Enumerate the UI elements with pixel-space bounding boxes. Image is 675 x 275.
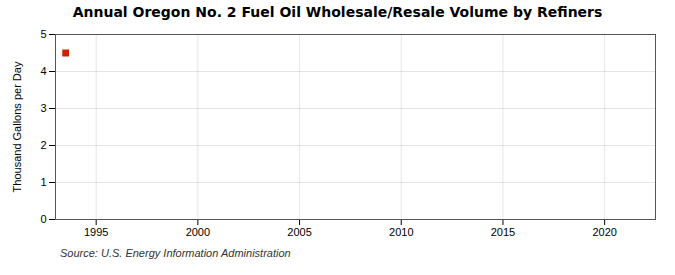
svg-text:4: 4	[40, 65, 46, 77]
svg-text:1: 1	[40, 176, 46, 188]
svg-text:0: 0	[40, 213, 46, 225]
svg-text:3: 3	[40, 102, 46, 114]
svg-text:5: 5	[40, 28, 46, 40]
svg-text:2010: 2010	[389, 226, 413, 238]
html-text:Source: U.S. Energy Informatio: Source: U.S. Energy Information Administ…	[60, 247, 291, 259]
svg-text:2015: 2015	[491, 226, 515, 238]
html-text:Annual Oregon No. 2 Fuel Oil W: Annual Oregon No. 2 Fuel Oil Wholesale/R…	[72, 4, 603, 20]
svg-text:2005: 2005	[287, 226, 311, 238]
svg-text:2: 2	[40, 139, 46, 151]
svg-text:1995: 1995	[84, 226, 108, 238]
svg-text:Thousand Gallons per Day: Thousand Gallons per Day	[11, 61, 23, 192]
svg-text:2000: 2000	[186, 226, 210, 238]
svg-text:2020: 2020	[592, 226, 616, 238]
